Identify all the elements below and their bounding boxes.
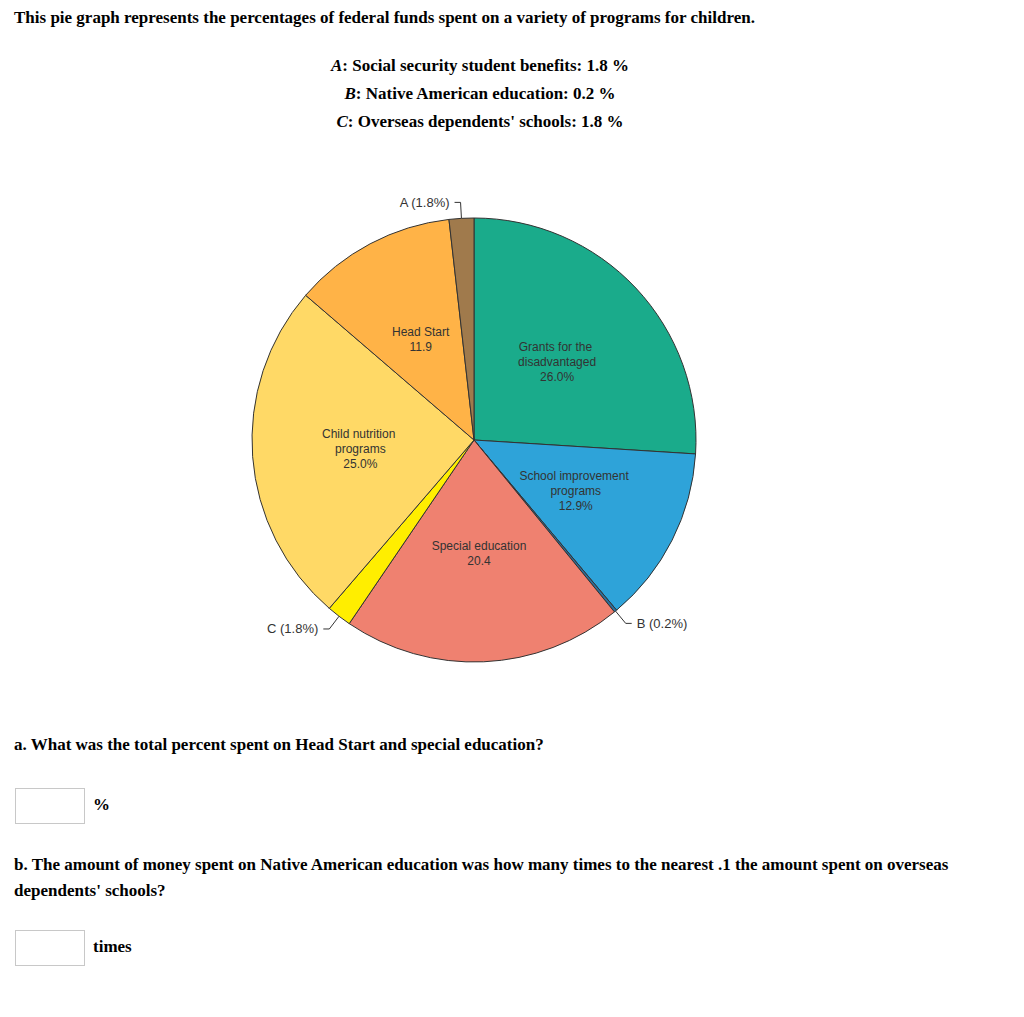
svg-text:20.4: 20.4 bbox=[467, 554, 491, 568]
svg-text:programs: programs bbox=[550, 484, 601, 498]
svg-text:disadvantaged: disadvantaged bbox=[518, 355, 596, 369]
svg-text:25.0%: 25.0% bbox=[343, 457, 377, 471]
html-text:A: Social security student ben: A: Social security student benefits: 1.8… bbox=[331, 56, 629, 75]
svg-text:12.9%: 12.9% bbox=[559, 499, 593, 513]
svg-text:Child nutrition: Child nutrition bbox=[322, 427, 399, 441]
html-text:C: Overseas dependents' school: C: Overseas dependents' schools: 1.8 % bbox=[336, 112, 624, 131]
svg-text:Grants for the: Grants for the bbox=[519, 340, 596, 354]
svg-text:programs: programs bbox=[335, 442, 386, 456]
svg-text:A (1.8%): A (1.8%) bbox=[400, 195, 450, 210]
html-text:times: times bbox=[93, 937, 132, 956]
svg-text:11.9: 11.9 bbox=[409, 340, 432, 354]
svg-text:Special education: Special education bbox=[432, 539, 527, 553]
html-text:a. What was the total percent: a. What was the total percent spent on H… bbox=[14, 735, 544, 754]
svg-text:Head Start: Head Start bbox=[392, 325, 450, 339]
html-text:B: Native American education:: B: Native American education: 0.2 % bbox=[344, 84, 616, 103]
svg-text:26.0%: 26.0% bbox=[540, 370, 574, 384]
svg-text:School improvement: School improvement bbox=[519, 469, 632, 483]
svg-text:B (0.2%): B (0.2%) bbox=[637, 616, 688, 631]
html-text:b. The amount of money spent o: b. The amount of money spent on Native A… bbox=[14, 855, 949, 900]
svg-text:C (1.8%): C (1.8%) bbox=[267, 621, 318, 636]
html-text:This pie graph represents the: This pie graph represents the percentage… bbox=[14, 8, 755, 27]
